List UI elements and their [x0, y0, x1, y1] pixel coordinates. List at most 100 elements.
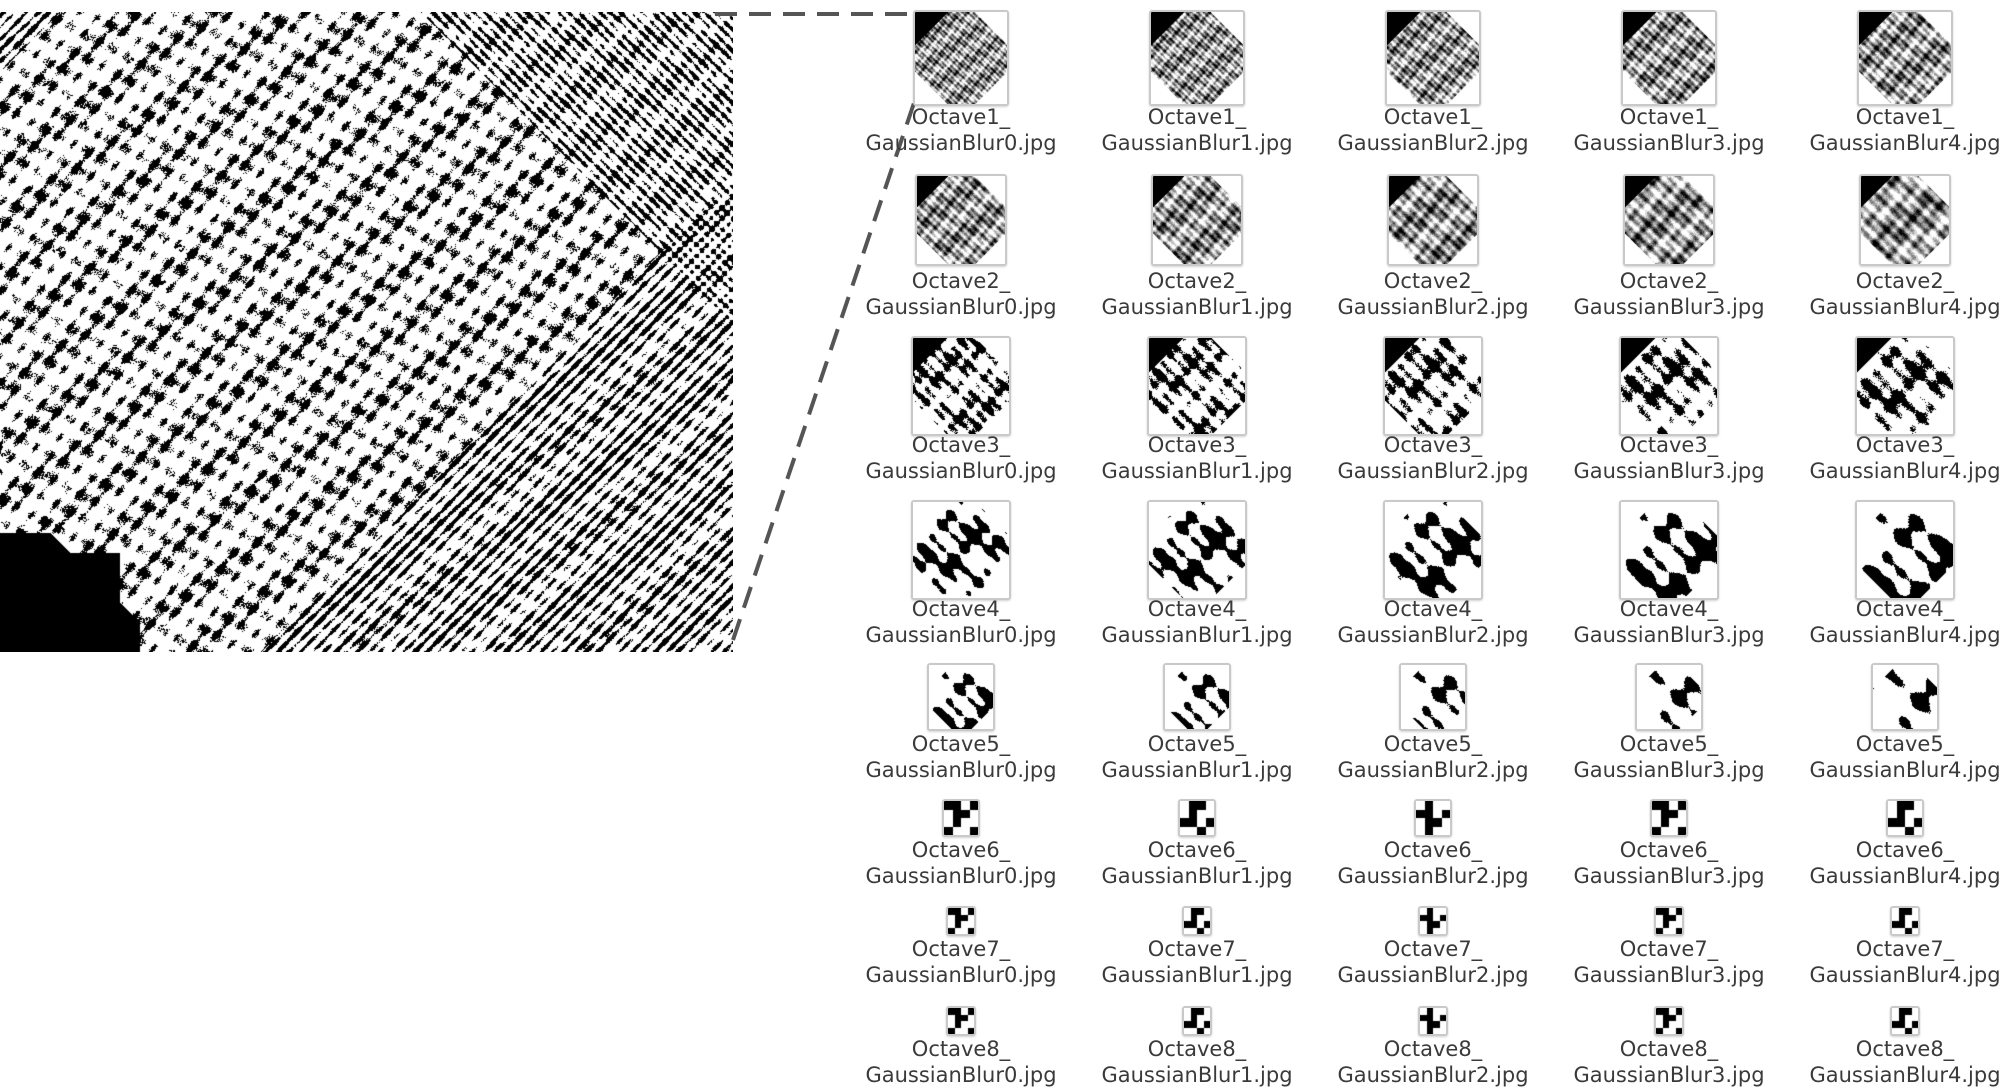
- file-name-line-2: GaussianBlur0.jpg: [865, 459, 1057, 483]
- image-thumbnail[interactable]: [913, 10, 1009, 106]
- image-thumbnail[interactable]: [1871, 663, 1939, 731]
- image-thumbnail[interactable]: [1855, 500, 1955, 600]
- file-name-line-1: Octave1_: [1855, 105, 1955, 129]
- image-thumbnail[interactable]: [946, 906, 976, 936]
- image-thumbnail[interactable]: [1149, 10, 1245, 106]
- file-item[interactable]: Octave3_ GaussianBlur4.jpg: [1787, 336, 2000, 484]
- image-thumbnail[interactable]: [942, 799, 980, 837]
- image-thumbnail[interactable]: [1182, 906, 1212, 936]
- file-item[interactable]: Octave5_ GaussianBlur3.jpg: [1551, 663, 1787, 783]
- image-thumbnail[interactable]: [1623, 174, 1715, 266]
- file-item[interactable]: Octave2_ GaussianBlur1.jpg: [1079, 174, 1315, 320]
- file-item[interactable]: Octave2_ GaussianBlur3.jpg: [1551, 174, 1787, 320]
- image-thumbnail[interactable]: [1857, 10, 1953, 106]
- file-name-line-1: Octave1_: [1383, 105, 1483, 129]
- image-thumbnail[interactable]: [1151, 174, 1243, 266]
- file-name-line-1: Octave6_: [911, 838, 1011, 862]
- file-name-line-1: Octave4_: [1383, 597, 1483, 621]
- image-thumbnail[interactable]: [1383, 336, 1483, 436]
- file-item[interactable]: Octave4_ GaussianBlur1.jpg: [1079, 500, 1315, 648]
- file-item[interactable]: Octave6_ GaussianBlur3.jpg: [1551, 799, 1787, 889]
- file-item[interactable]: Octave2_ GaussianBlur2.jpg: [1315, 174, 1551, 320]
- file-item[interactable]: Octave8_ GaussianBlur0.jpg: [843, 1006, 1079, 1088]
- file-item[interactable]: Octave1_ GaussianBlur2.jpg: [1315, 10, 1551, 156]
- file-item[interactable]: Octave4_ GaussianBlur3.jpg: [1551, 500, 1787, 648]
- file-name-line-1: Octave8_: [911, 1037, 1011, 1061]
- image-thumbnail[interactable]: [1385, 10, 1481, 106]
- file-item[interactable]: Octave7_ GaussianBlur0.jpg: [843, 906, 1079, 988]
- image-thumbnail[interactable]: [1399, 663, 1467, 731]
- image-thumbnail[interactable]: [1654, 1006, 1684, 1036]
- image-thumbnail[interactable]: [1855, 336, 1955, 436]
- image-thumbnail[interactable]: [1163, 663, 1231, 731]
- image-thumbnail[interactable]: [1147, 500, 1247, 600]
- file-name-line-1: Octave4_: [1147, 597, 1247, 621]
- file-name-line-1: Octave3_: [1383, 433, 1483, 457]
- image-thumbnail[interactable]: [1621, 10, 1717, 106]
- file-name-line-2: GaussianBlur2.jpg: [1337, 459, 1529, 483]
- file-item[interactable]: Octave1_ GaussianBlur0.jpg: [843, 10, 1079, 156]
- image-thumbnail[interactable]: [1418, 906, 1448, 936]
- image-thumbnail[interactable]: [1886, 799, 1924, 837]
- image-thumbnail[interactable]: [1418, 1006, 1448, 1036]
- image-thumbnail[interactable]: [1890, 1006, 1920, 1036]
- image-thumbnail[interactable]: [911, 336, 1011, 436]
- image-thumbnail[interactable]: [1383, 500, 1483, 600]
- image-thumbnail[interactable]: [927, 663, 995, 731]
- image-thumbnail[interactable]: [915, 174, 1007, 266]
- file-item[interactable]: Octave8_ GaussianBlur1.jpg: [1079, 1006, 1315, 1088]
- image-thumbnail[interactable]: [1387, 174, 1479, 266]
- file-item[interactable]: Octave6_ GaussianBlur0.jpg: [843, 799, 1079, 889]
- file-item[interactable]: Octave2_ GaussianBlur0.jpg: [843, 174, 1079, 320]
- image-thumbnail[interactable]: [1182, 1006, 1212, 1036]
- file-item[interactable]: Octave6_ GaussianBlur4.jpg: [1787, 799, 2000, 889]
- file-item[interactable]: Octave5_ GaussianBlur0.jpg: [843, 663, 1079, 783]
- file-name-line-2: GaussianBlur4.jpg: [1809, 864, 2000, 888]
- file-name-line-2: GaussianBlur4.jpg: [1809, 459, 2000, 483]
- file-item[interactable]: Octave6_ GaussianBlur2.jpg: [1315, 799, 1551, 889]
- file-item[interactable]: Octave7_ GaussianBlur1.jpg: [1079, 906, 1315, 988]
- file-item[interactable]: Octave7_ GaussianBlur2.jpg: [1315, 906, 1551, 988]
- image-thumbnail[interactable]: [1890, 906, 1920, 936]
- file-item[interactable]: Octave4_ GaussianBlur4.jpg: [1787, 500, 2000, 648]
- file-item[interactable]: Octave5_ GaussianBlur4.jpg: [1787, 663, 2000, 783]
- file-item[interactable]: Octave3_ GaussianBlur3.jpg: [1551, 336, 1787, 484]
- image-thumbnail[interactable]: [1635, 663, 1703, 731]
- image-thumbnail[interactable]: [1414, 799, 1452, 837]
- image-thumbnail[interactable]: [1859, 174, 1951, 266]
- file-name-line-2: GaussianBlur2.jpg: [1337, 131, 1529, 155]
- file-item[interactable]: Octave4_ GaussianBlur0.jpg: [843, 500, 1079, 648]
- image-thumbnail[interactable]: [946, 1006, 976, 1036]
- file-item[interactable]: Octave3_ GaussianBlur0.jpg: [843, 336, 1079, 484]
- file-item[interactable]: Octave1_ GaussianBlur1.jpg: [1079, 10, 1315, 156]
- image-thumbnail[interactable]: [1619, 500, 1719, 600]
- file-item[interactable]: Octave8_ GaussianBlur4.jpg: [1787, 1006, 2000, 1088]
- file-item[interactable]: Octave1_ GaussianBlur3.jpg: [1551, 10, 1787, 156]
- image-thumbnail[interactable]: [1650, 799, 1688, 837]
- file-item[interactable]: Octave3_ GaussianBlur2.jpg: [1315, 336, 1551, 484]
- file-item[interactable]: Octave1_ GaussianBlur4.jpg: [1787, 10, 2000, 156]
- file-item[interactable]: Octave5_ GaussianBlur1.jpg: [1079, 663, 1315, 783]
- image-thumbnail[interactable]: [911, 500, 1011, 600]
- image-thumbnail[interactable]: [1147, 336, 1247, 436]
- file-item[interactable]: Octave7_ GaussianBlur4.jpg: [1787, 906, 2000, 988]
- image-thumbnail[interactable]: [1178, 799, 1216, 837]
- file-name-line-2: GaussianBlur3.jpg: [1573, 459, 1765, 483]
- file-item[interactable]: Octave2_ GaussianBlur4.jpg: [1787, 174, 2000, 320]
- file-name-line-1: Octave3_: [1855, 433, 1955, 457]
- image-thumbnail[interactable]: [1619, 336, 1719, 436]
- file-item[interactable]: Octave8_ GaussianBlur3.jpg: [1551, 1006, 1787, 1088]
- file-name-line-1: Octave6_: [1619, 838, 1719, 862]
- file-item[interactable]: Octave8_ GaussianBlur2.jpg: [1315, 1006, 1551, 1088]
- image-thumbnail[interactable]: [1654, 906, 1684, 936]
- file-name-line-1: Octave8_: [1619, 1037, 1719, 1061]
- file-item[interactable]: Octave3_ GaussianBlur1.jpg: [1079, 336, 1315, 484]
- file-name-line-1: Octave4_: [1619, 597, 1719, 621]
- file-item[interactable]: Octave4_ GaussianBlur2.jpg: [1315, 500, 1551, 648]
- file-name-line-1: Octave3_: [911, 433, 1011, 457]
- file-item[interactable]: Octave7_ GaussianBlur3.jpg: [1551, 906, 1787, 988]
- file-item[interactable]: Octave5_ GaussianBlur2.jpg: [1315, 663, 1551, 783]
- file-name-line-1: Octave1_: [1619, 105, 1719, 129]
- file-item[interactable]: Octave6_ GaussianBlur1.jpg: [1079, 799, 1315, 889]
- file-name-line-2: GaussianBlur2.jpg: [1337, 758, 1529, 782]
